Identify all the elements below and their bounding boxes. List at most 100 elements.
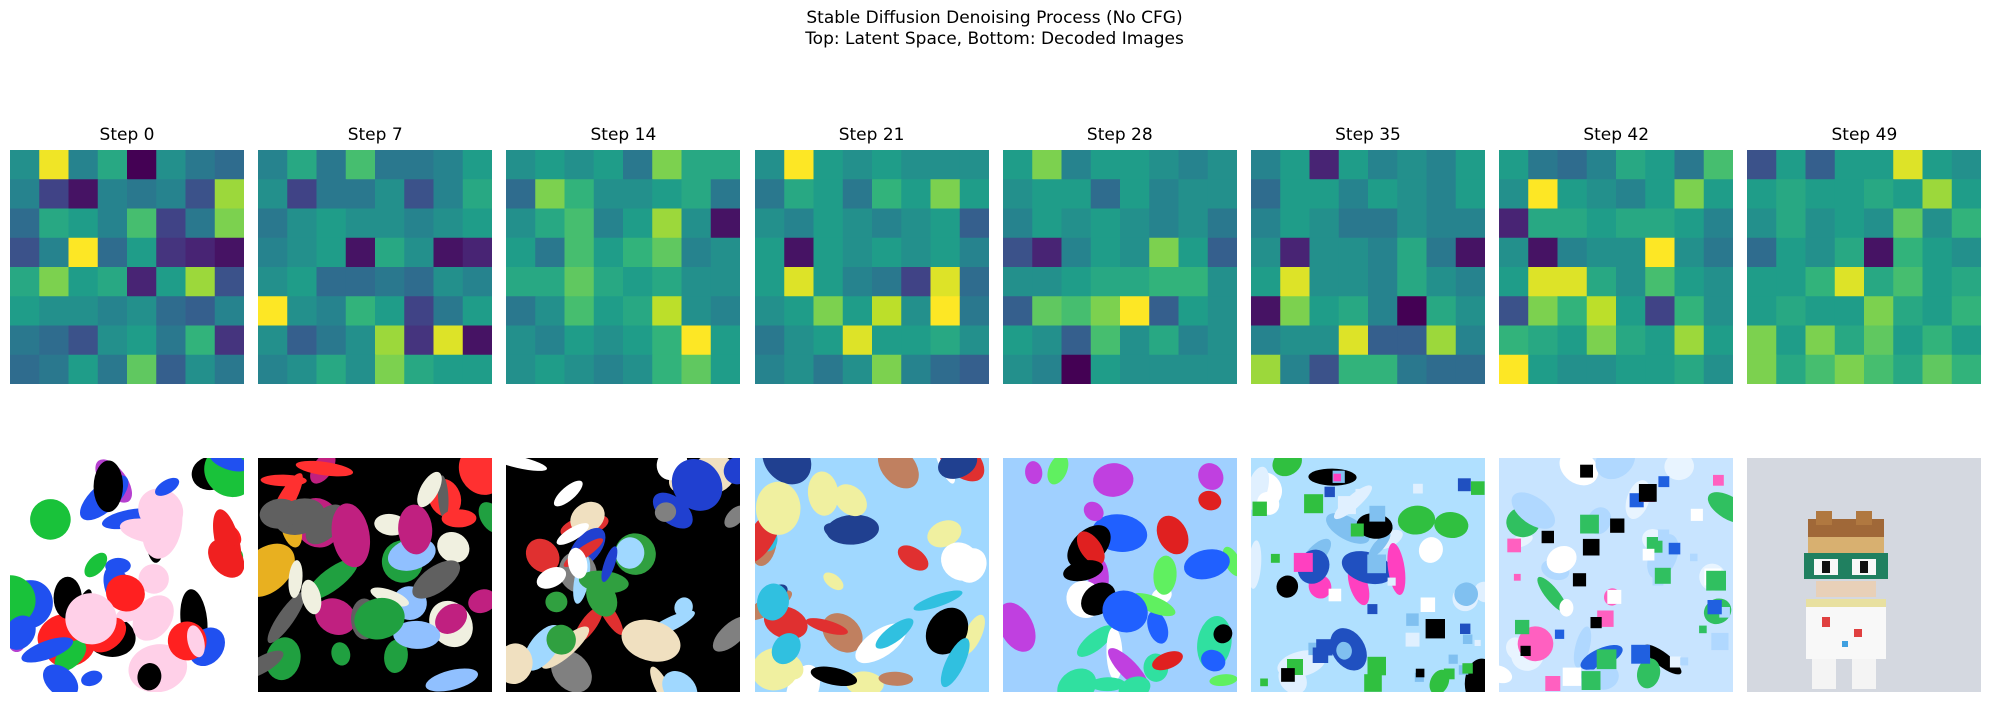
decoded-blob <box>878 671 913 686</box>
latent-cell <box>404 150 435 180</box>
latent-cell <box>783 150 814 180</box>
latent-cell <box>1032 179 1062 210</box>
decoded-blob <box>506 643 534 685</box>
latent-cell <box>1002 179 1033 210</box>
latent-cell <box>1747 237 1778 268</box>
decoded-blob <box>713 616 741 652</box>
latent-cell <box>214 208 244 239</box>
decoded-blob <box>1222 546 1237 577</box>
latent-cell <box>1119 237 1150 268</box>
latent-cell <box>594 237 624 268</box>
decoded-pixel <box>1590 617 1602 629</box>
decoded-blob <box>1511 492 1556 529</box>
decoded-blob <box>1537 576 1568 613</box>
latent-cell <box>1645 267 1676 297</box>
latent-cell <box>900 325 931 356</box>
decoded-pixel <box>1520 645 1531 656</box>
latent-cell <box>156 237 187 268</box>
decoded-blob <box>265 637 301 681</box>
latent-cell <box>623 150 654 180</box>
latent-cell <box>1499 179 1530 210</box>
latent-cell <box>1703 237 1734 268</box>
latent-cell <box>1032 325 1062 356</box>
latent-cell <box>1893 179 1924 210</box>
decoded-blob <box>1434 511 1469 539</box>
latent-cell <box>1499 208 1530 239</box>
latent-cell <box>1952 237 1982 268</box>
latent-cell <box>711 296 741 327</box>
latent-cell <box>1002 354 1033 384</box>
latent-cell <box>375 296 406 327</box>
latent-cell <box>1703 354 1734 384</box>
latent-cell <box>813 325 843 356</box>
latent-cell <box>1426 179 1457 210</box>
decoded-blob <box>1559 599 1574 617</box>
latent-cell <box>1309 325 1340 356</box>
latent-cell <box>345 267 376 297</box>
latent-cell <box>1119 296 1150 327</box>
latent-cell <box>1309 179 1340 210</box>
latent-cell <box>1455 354 1485 384</box>
latent-cell <box>1280 354 1311 384</box>
latent-cell <box>506 237 537 268</box>
latent-cell <box>1864 150 1895 180</box>
latent-cell <box>1586 267 1617 297</box>
latent-cell <box>1178 267 1209 297</box>
latent-cell <box>1061 179 1092 210</box>
decoded-figure-part <box>1842 641 1849 647</box>
latent-cell <box>711 150 741 180</box>
latent-cell <box>1090 267 1121 297</box>
latent-cell <box>1368 354 1398 384</box>
latent-cell <box>1616 150 1647 180</box>
decoded-pixel <box>1462 634 1473 644</box>
latent-cell <box>316 208 347 239</box>
latent-cell <box>1893 150 1924 180</box>
latent-cell <box>375 179 406 210</box>
latent-cell <box>1805 208 1836 239</box>
decoded-blob <box>1276 575 1299 598</box>
latent-cell <box>127 267 157 297</box>
latent-cell <box>185 150 216 180</box>
decoded-blob <box>1272 458 1302 477</box>
latent-cell <box>681 296 712 327</box>
decoded-blob <box>1209 674 1237 687</box>
latent-cell <box>1922 325 1953 356</box>
latent-cell <box>185 325 216 356</box>
latent-cell <box>214 237 244 268</box>
latent-cell <box>1207 325 1237 356</box>
decoded-blob <box>655 502 677 522</box>
decoded-blob <box>557 523 590 545</box>
latent-cell <box>842 354 873 384</box>
latent-cell <box>1090 150 1121 180</box>
latent-cell <box>1207 208 1237 239</box>
latent-cell <box>594 267 624 297</box>
decoded-blob <box>384 639 409 674</box>
latent-cell <box>316 267 347 297</box>
latent-cell <box>1309 237 1340 268</box>
latent-cell <box>783 237 814 268</box>
latent-cell <box>1280 267 1311 297</box>
decoded-pixel <box>1713 474 1724 486</box>
latent-cell <box>1893 237 1924 268</box>
decoded-image <box>1251 458 1485 692</box>
latent-cell <box>462 267 493 297</box>
decoded-blob <box>1118 676 1151 692</box>
decoded-blob <box>546 624 577 655</box>
latent-cell <box>1309 354 1340 384</box>
decoded-pixel <box>1610 518 1625 533</box>
latent-cell <box>1557 354 1588 384</box>
decoded-blob <box>913 590 963 611</box>
decoded-blob <box>1076 625 1114 657</box>
decoded-figure-part <box>1812 659 1837 689</box>
decoded-pixel <box>1293 552 1313 572</box>
latent-cell <box>871 208 902 239</box>
latent-cell <box>871 325 902 356</box>
decoded-blob <box>1156 515 1189 555</box>
latent-cell <box>404 325 435 356</box>
latent-cell <box>1805 354 1836 384</box>
latent-cell <box>156 150 187 180</box>
latent-cell <box>433 296 464 327</box>
latent-cell <box>1557 150 1588 180</box>
decoded-image <box>506 458 741 692</box>
latent-cell <box>1776 267 1807 297</box>
